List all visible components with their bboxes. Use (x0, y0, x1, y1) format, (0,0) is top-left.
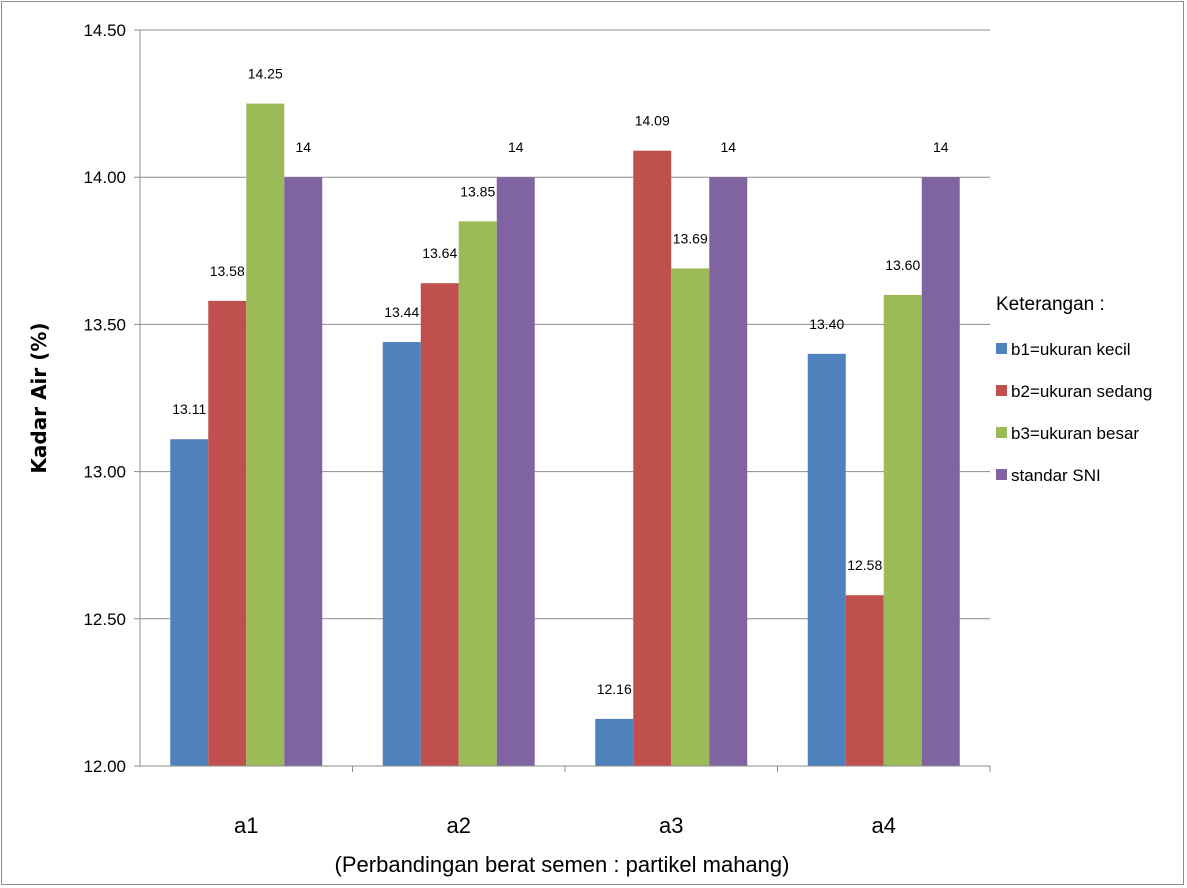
y-tick-label: 12.50 (83, 610, 126, 629)
bar-a2-1 (382, 342, 421, 766)
data-label: 13.58 (210, 263, 245, 279)
data-label: 12.58 (847, 557, 882, 573)
legend-swatch (996, 385, 1007, 396)
bar-a3-2 (633, 150, 672, 767)
y-tick-label: 12.00 (83, 757, 126, 776)
bar-a2-4 (496, 177, 535, 766)
legend: Keterangan : b1=ukuran kecil b2=ukuran se… (996, 294, 1152, 485)
bar-a4-3 (883, 294, 922, 766)
data-label: 13.69 (673, 230, 708, 246)
bar-a3-4 (709, 177, 748, 766)
bar-a2-3 (458, 221, 497, 767)
x-category-label: a2 (447, 813, 471, 838)
data-label: 12.16 (597, 681, 632, 697)
bar-a2-2 (420, 283, 459, 766)
data-label: 13.64 (422, 245, 457, 261)
y-tick-label: 14.00 (83, 168, 126, 187)
y-tick-label: 14.50 (83, 21, 126, 40)
x-category-label: a3 (659, 813, 683, 838)
data-label: 14 (720, 139, 736, 155)
legend-swatch (996, 469, 1007, 480)
x-category-label: a4 (872, 813, 896, 838)
y-axis-label: Kadar Air (%) (27, 322, 51, 473)
data-label: 14.25 (248, 66, 283, 82)
x-axis-categories: a1 a2 a3 a4 (234, 766, 991, 838)
bar-a1-2 (208, 300, 247, 766)
legend-swatch (996, 343, 1007, 354)
y-tick-label: 13.50 (83, 315, 126, 334)
y-tick-label: 13.00 (83, 463, 126, 482)
bar-a1-1 (170, 439, 209, 766)
legend-entry: b3=ukuran besar (1011, 424, 1139, 443)
data-label: 14 (508, 139, 524, 155)
x-category-label: a1 (234, 813, 258, 838)
data-label: 13.44 (384, 304, 419, 320)
data-label: 13.11 (172, 401, 206, 417)
data-label: 13.40 (809, 316, 844, 332)
data-label: 13.85 (460, 183, 495, 199)
bar-a4-4 (921, 177, 960, 766)
legend-entry: b1=ukuran kecil (1011, 340, 1131, 359)
bar-a1-4 (284, 177, 323, 766)
legend-title: Keterangan : (996, 294, 1105, 315)
bar-a3-3 (671, 268, 710, 766)
legend-entry: b2=ukuran sedang (1011, 382, 1152, 401)
data-label: 14.09 (635, 113, 670, 129)
data-label: 14 (933, 139, 949, 155)
legend-swatch (996, 427, 1007, 438)
legend-entry: standar SNI (1011, 466, 1101, 485)
bar-a4-2 (845, 595, 884, 766)
bar-a4-1 (807, 353, 846, 766)
bar-a3-1 (595, 718, 634, 766)
data-label: 14 (295, 139, 311, 155)
bar-a1-3 (246, 103, 285, 767)
data-label: 13.60 (885, 257, 920, 273)
data-labels: 13.11 13.58 14.25 14 13.44 13.64 13.85 14 12.16 1… (172, 66, 948, 697)
y-axis-ticks: 12.00 12.50 13.00 13.50 14.00 14.50 (83, 21, 140, 776)
x-axis-label: (Perbandingan berat semen : partikel mah… (335, 852, 790, 877)
bars (170, 103, 960, 767)
